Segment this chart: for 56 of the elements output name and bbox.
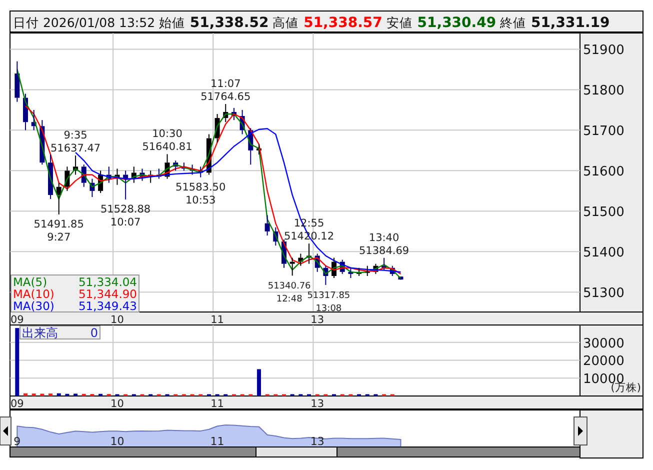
annotation: 51491.85 xyxy=(34,218,84,230)
annotation: 11:07 xyxy=(210,78,241,90)
x-tick-label: 09 xyxy=(10,398,24,410)
y-tick-label: 51800 xyxy=(583,84,624,99)
annotation: 9:27 xyxy=(47,231,71,244)
annotation: 51528.88 xyxy=(100,203,151,216)
chart-title: 出来高 xyxy=(22,326,58,340)
annotation: 9:35 xyxy=(64,130,88,142)
legend: MA(5) 51,334.04 MA(10) 51,344.90 MA(30) 51,349.43 xyxy=(10,274,140,313)
annotation: 51,349.43 xyxy=(78,299,137,313)
annotation: 51,344.90 xyxy=(78,287,137,301)
y-tick-label: 51900 xyxy=(583,43,624,58)
annotation: 51317.85 xyxy=(307,290,350,301)
annotation: 51,334.04 xyxy=(78,275,137,289)
annotation: 51640.81 xyxy=(142,141,192,154)
annotation: 12:48 xyxy=(276,294,303,305)
y-tick-label: 20000 xyxy=(583,354,624,370)
bar xyxy=(24,393,28,396)
candlestick xyxy=(14,60,20,102)
bar xyxy=(48,393,53,396)
y-tick-label: 51700 xyxy=(583,124,624,140)
y-tick-label: 51500 xyxy=(583,205,624,220)
chart-title: 日付 2026/01/08 13:52 始値 51,338.52 高値 51,338.57 安値 51,330.49 終値 51,331.19 xyxy=(13,15,610,31)
x-tick-label: 09 xyxy=(10,314,24,326)
x-tick-label: 10 xyxy=(110,435,124,448)
bar xyxy=(32,393,36,396)
x-tick-label: 13 xyxy=(310,314,324,326)
x-tick-label: 11 xyxy=(210,435,224,448)
x-tick-label: 11 xyxy=(210,398,224,410)
annotation: 0 xyxy=(90,326,98,340)
x-tick-label: 9 xyxy=(14,435,21,448)
bar xyxy=(56,393,61,396)
y-tick-label: 51300 xyxy=(583,286,624,302)
bar xyxy=(256,369,261,396)
y-tick-label: 51600 xyxy=(583,164,624,180)
volume-title-box: 出来高 0 xyxy=(20,326,100,340)
annotation: 51384.69 xyxy=(358,244,410,257)
annotation: 51637.47 xyxy=(50,142,101,155)
x-tick-label: 13 xyxy=(310,435,324,448)
annotation: 13:40 xyxy=(368,232,400,244)
y-tick-label: 51400 xyxy=(583,246,624,261)
annotation: 10:53 xyxy=(185,194,216,206)
bar xyxy=(15,328,20,396)
annotation: 10:30 xyxy=(152,128,182,140)
x-tick-label: 11 xyxy=(210,314,224,326)
x-tick-label: 10 xyxy=(110,314,124,326)
y-tick-label: 30000 xyxy=(583,336,624,352)
annotation: 13:08 xyxy=(316,304,342,314)
x-tick-label: 13 xyxy=(310,398,324,410)
x-tick-label: 10 xyxy=(110,398,124,410)
annotation: 10:07 xyxy=(110,216,141,228)
annotation: 51340.76 xyxy=(268,282,312,292)
candlestick xyxy=(264,214,270,236)
candlestick xyxy=(290,257,295,276)
annotation: 51764.65 xyxy=(200,91,251,104)
annotation: 51583.50 xyxy=(176,181,226,194)
